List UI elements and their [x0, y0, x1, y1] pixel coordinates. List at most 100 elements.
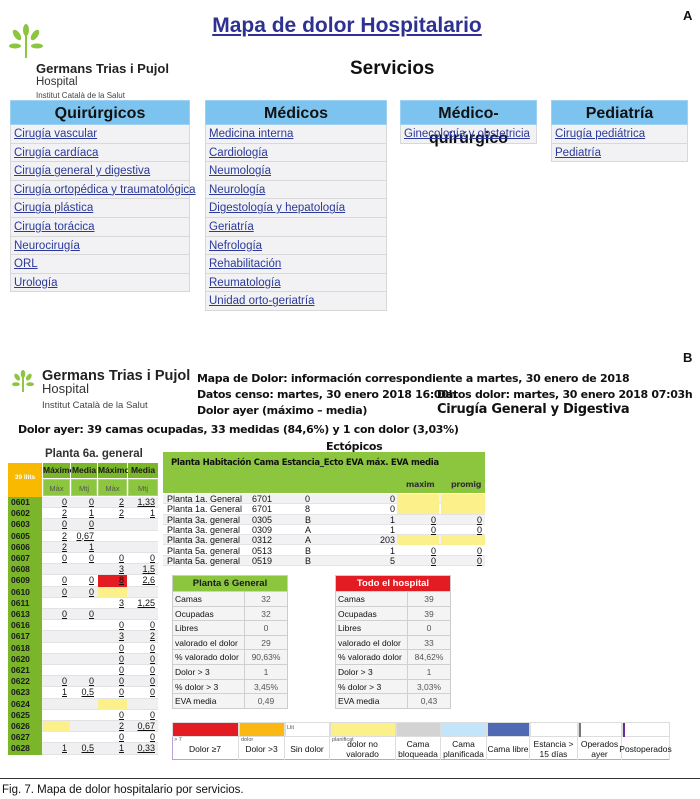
pain-value-cell[interactable]: [71, 710, 97, 721]
bed-id[interactable]: 0620: [8, 653, 42, 665]
pain-value-cell[interactable]: 8: [98, 575, 127, 587]
eva-mean[interactable]: 0: [476, 524, 482, 535]
eva-max[interactable]: [397, 504, 439, 514]
bed-id[interactable]: 0601: [8, 497, 42, 509]
pain-value-cell[interactable]: 1,33: [137, 497, 155, 507]
pain-value-cell[interactable]: 0: [149, 642, 155, 653]
bed-id[interactable]: 0606: [8, 541, 42, 553]
eva-mean[interactable]: [441, 535, 485, 545]
pain-value-cell[interactable]: 0: [61, 676, 67, 687]
pain-value-cell[interactable]: 0: [61, 609, 67, 619]
bed-id[interactable]: 0610: [8, 586, 42, 598]
pain-value-cell[interactable]: 1: [149, 508, 155, 519]
pain-value-cell[interactable]: [43, 620, 70, 631]
pain-value-cell[interactable]: [128, 519, 158, 530]
pain-value-cell[interactable]: 0: [88, 553, 94, 563]
pain-value-cell[interactable]: [71, 598, 97, 609]
service-link[interactable]: Cirugía pediátrica: [551, 125, 688, 144]
service-link[interactable]: Urología: [10, 273, 190, 293]
service-link[interactable]: Unidad orto-geriatría: [205, 292, 387, 311]
eva-mean[interactable]: 0: [476, 555, 482, 566]
pain-value-cell[interactable]: 0: [61, 553, 67, 563]
pain-value-cell[interactable]: 0,5: [81, 687, 94, 698]
pain-value-cell[interactable]: 0: [118, 620, 124, 631]
bed-id[interactable]: 0628: [8, 743, 42, 755]
service-link[interactable]: Cirugía ortopédica y traumatológica: [10, 180, 196, 200]
eva-max[interactable]: 0: [430, 514, 436, 525]
pain-value-cell[interactable]: [71, 721, 97, 732]
bed-id[interactable]: 0625: [8, 709, 42, 721]
pain-value-cell[interactable]: 0: [88, 497, 94, 507]
pain-value-cell[interactable]: 1,25: [137, 597, 155, 608]
pain-value-cell[interactable]: [71, 699, 97, 710]
service-link[interactable]: Cirugía general y digestiva: [10, 162, 190, 181]
eva-max[interactable]: [397, 535, 439, 545]
pain-value-cell[interactable]: 0: [61, 497, 67, 507]
pain-value-cell[interactable]: [71, 654, 97, 665]
pain-value-cell[interactable]: 0: [88, 519, 94, 530]
pain-value-cell[interactable]: [98, 609, 127, 620]
pain-value-cell[interactable]: [71, 631, 97, 642]
pain-value-cell[interactable]: [43, 721, 70, 733]
pain-value-cell[interactable]: [128, 609, 158, 620]
pain-value-cell[interactable]: [43, 665, 70, 676]
bed-id[interactable]: 0609: [8, 575, 42, 587]
bed-id[interactable]: 0616: [8, 620, 42, 632]
pain-value-cell[interactable]: 0: [149, 620, 155, 631]
page-title[interactable]: Mapa de dolor Hospitalario: [212, 14, 482, 37]
service-link[interactable]: Cirugía cardíaca: [10, 143, 190, 163]
pain-value-cell[interactable]: [71, 732, 97, 743]
pain-value-cell[interactable]: [98, 519, 127, 530]
pain-value-cell[interactable]: 0: [149, 553, 155, 563]
service-link[interactable]: Pediatría: [551, 143, 688, 163]
pain-value-cell[interactable]: [98, 586, 127, 598]
pain-value-cell[interactable]: 0: [118, 687, 124, 698]
pain-value-cell[interactable]: 2: [118, 721, 124, 731]
pain-value-cell[interactable]: 1: [88, 508, 94, 519]
pain-value-cell[interactable]: 0: [118, 653, 124, 664]
pain-value-cell[interactable]: 2: [118, 497, 124, 507]
pain-value-cell[interactable]: 0: [149, 676, 155, 687]
pain-value-cell[interactable]: 0: [88, 609, 94, 619]
pain-value-cell[interactable]: 0: [149, 687, 155, 698]
pain-value-cell[interactable]: [71, 620, 97, 631]
service-link[interactable]: Cardiología: [205, 143, 387, 163]
pain-value-cell[interactable]: 0: [88, 575, 94, 586]
eva-mean[interactable]: [441, 494, 485, 504]
pain-value-cell[interactable]: 2: [61, 530, 67, 541]
pain-value-cell[interactable]: [43, 631, 70, 642]
bed-id[interactable]: 0607: [8, 553, 42, 565]
pain-value-cell[interactable]: [71, 564, 97, 575]
pain-value-cell[interactable]: 0,67: [76, 530, 94, 541]
service-link[interactable]: Cirugía torácica: [10, 217, 190, 237]
pain-value-cell[interactable]: 0: [149, 665, 155, 675]
pain-value-cell[interactable]: [43, 564, 70, 575]
pain-value-cell[interactable]: 0: [118, 732, 124, 743]
pain-value-cell[interactable]: 0: [118, 676, 124, 687]
pain-value-cell[interactable]: 0,33: [137, 743, 155, 754]
pain-value-cell[interactable]: [128, 542, 158, 553]
bed-id[interactable]: 0626: [8, 721, 42, 733]
bed-id[interactable]: 0622: [8, 676, 42, 688]
pain-value-cell[interactable]: [71, 643, 97, 654]
bed-id[interactable]: 0603: [8, 519, 42, 531]
bed-id[interactable]: 0627: [8, 732, 42, 744]
service-link[interactable]: Neumología: [205, 162, 387, 181]
pain-value-cell[interactable]: 1: [61, 687, 67, 698]
pain-value-cell[interactable]: 0: [88, 586, 94, 597]
pain-value-cell[interactable]: [43, 643, 70, 654]
pain-value-cell[interactable]: 0,67: [137, 721, 155, 731]
service-link[interactable]: Cirugía vascular: [10, 125, 190, 144]
service-link[interactable]: Ginecología y obstetricia: [400, 125, 537, 144]
pain-value-cell[interactable]: 2,6: [142, 575, 155, 586]
pain-value-cell[interactable]: 0,5: [81, 743, 94, 754]
eva-max[interactable]: [397, 494, 439, 504]
pain-value-cell[interactable]: 0: [149, 732, 155, 743]
pain-value-cell[interactable]: 1: [61, 743, 67, 754]
pain-value-cell[interactable]: [43, 598, 70, 609]
pain-value-cell[interactable]: [98, 542, 127, 553]
pain-value-cell[interactable]: 3: [118, 564, 124, 575]
eva-mean[interactable]: [441, 504, 485, 514]
service-link[interactable]: Geriatría: [205, 217, 387, 237]
service-link[interactable]: Medicina interna: [205, 125, 387, 144]
